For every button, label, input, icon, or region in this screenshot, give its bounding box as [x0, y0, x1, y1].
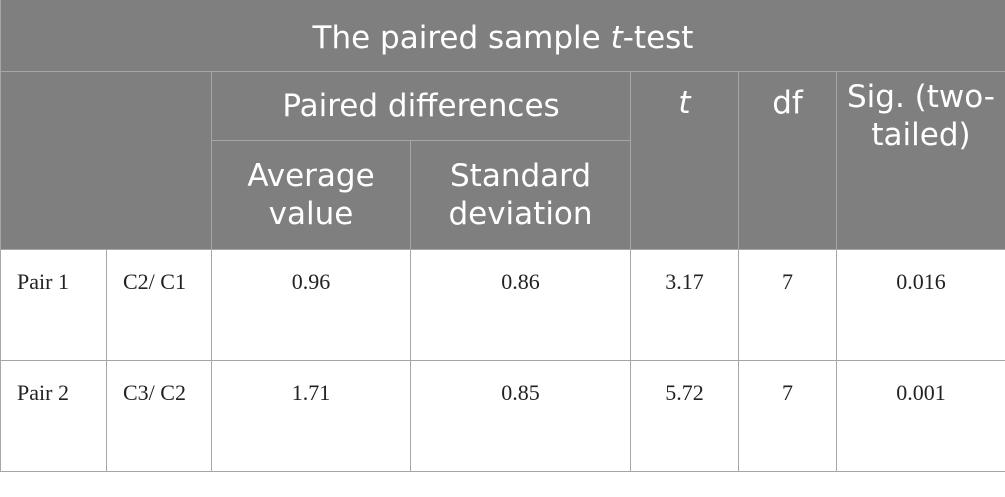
table-title: The paired sample t-test — [0, 0, 1005, 72]
header-df: df — [738, 71, 837, 250]
cell-std: 0.86 — [410, 249, 631, 361]
cell-t: 5.72 — [630, 360, 739, 472]
cell-std: 0.85 — [410, 360, 631, 472]
paired-t-test-table: The paired sample t-test Paired differen… — [0, 0, 1005, 472]
cell-df: 7 — [738, 249, 837, 361]
table-row: Pair 1 C2/ C1 0.96 0.86 3.17 7 0.016 — [0, 249, 1005, 361]
header-sig: Sig. (two-tailed) — [836, 71, 1005, 250]
table-title-row: The paired sample t-test — [0, 0, 1005, 72]
header-row-2: Average value Standard deviation — [1, 140, 1005, 250]
cell-sig: 0.001 — [836, 360, 1005, 472]
header-row-1: Paired differences t df Sig. (two-tailed… — [0, 71, 1005, 250]
cell-t: 3.17 — [630, 249, 739, 361]
table-title-prefix: The paired sample — [312, 19, 611, 56]
table-row: Pair 2 C3/ C2 1.71 0.85 5.72 7 0.001 — [0, 360, 1005, 472]
cell-sig: 0.016 — [836, 249, 1005, 361]
cell-pair: Pair 1 — [0, 249, 107, 361]
cell-condition: C3/ C2 — [106, 360, 212, 472]
cell-condition: C2/ C1 — [106, 249, 212, 361]
table-title-suffix: -test — [622, 19, 694, 56]
header-standard-deviation: Standard deviation — [410, 140, 631, 250]
table-title-italic-t: t — [610, 19, 623, 56]
cell-df: 7 — [738, 360, 837, 472]
header-paired-differences: Paired differences — [211, 71, 631, 141]
cell-average: 0.96 — [211, 249, 411, 361]
header-t: t — [630, 71, 739, 250]
header-average-value: Average value — [211, 140, 411, 250]
empty-corner-cell — [0, 71, 212, 250]
cell-average: 1.71 — [211, 360, 411, 472]
cell-pair: Pair 2 — [0, 360, 107, 472]
